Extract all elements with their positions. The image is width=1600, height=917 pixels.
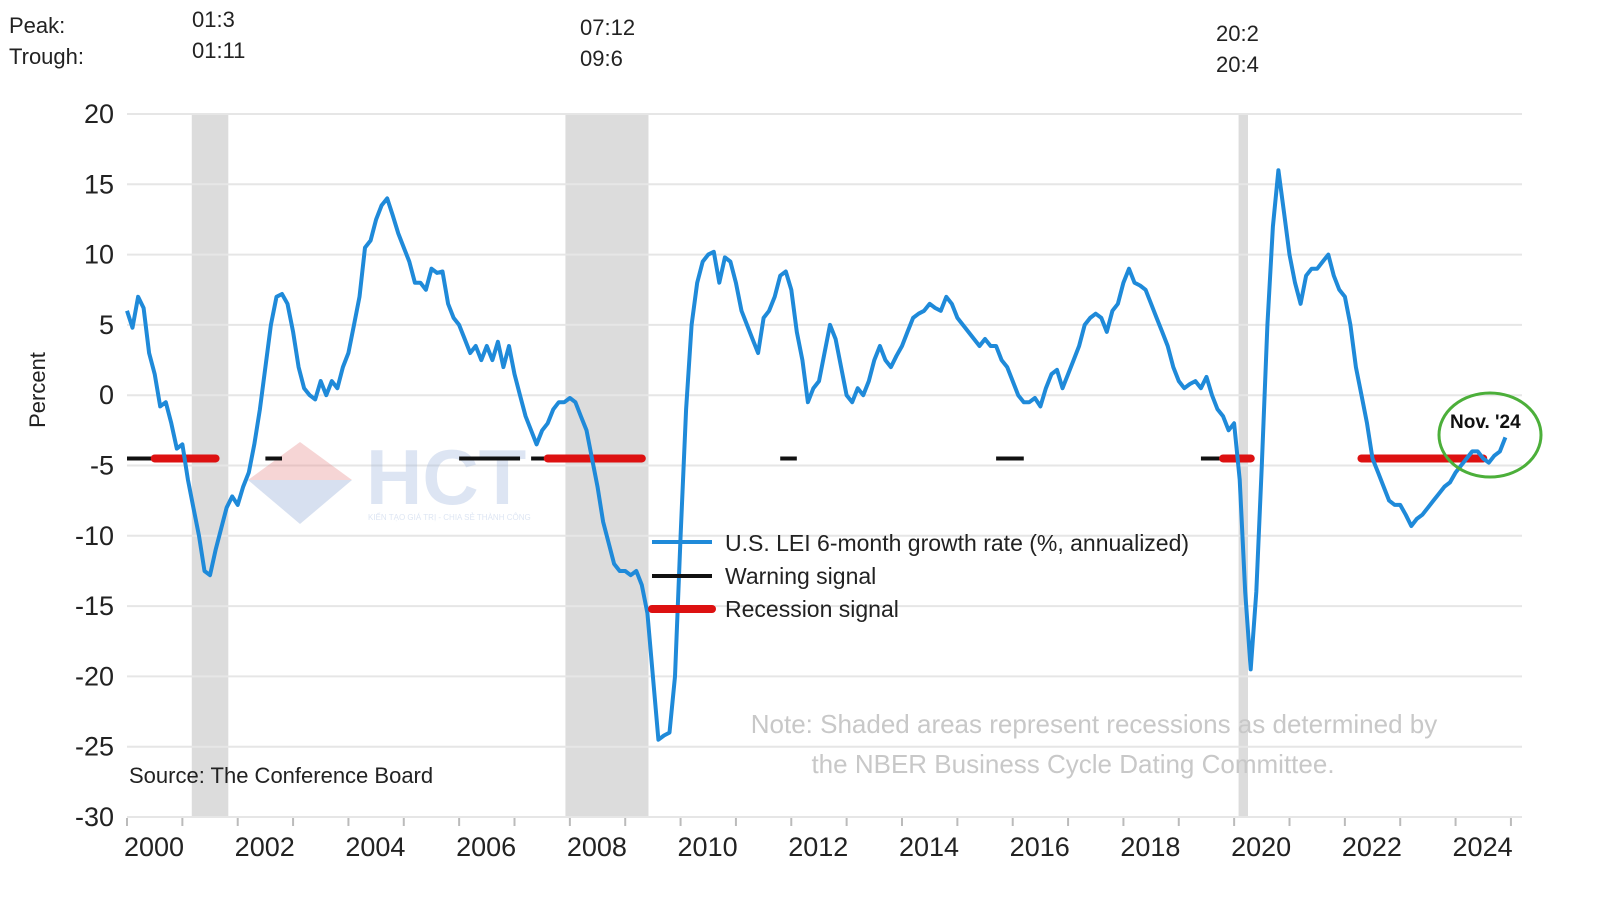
x-tick-label: 2016: [1010, 832, 1070, 862]
x-tick-label: 2012: [788, 832, 848, 862]
x-tick-label: 2024: [1453, 832, 1513, 862]
x-tick-label: 2002: [235, 832, 295, 862]
x-tick-label: 2004: [345, 832, 405, 862]
watermark-text: HCT: [366, 433, 526, 521]
y-tick-label: 10: [84, 240, 114, 270]
legend-label-warning: Warning signal: [725, 563, 876, 589]
y-tick-label: 20: [84, 99, 114, 129]
y-tick-label: -5: [90, 451, 114, 481]
recession-1-trough: 01:11: [192, 38, 246, 63]
y-tick-label: -15: [75, 591, 114, 621]
x-tick-marks: [126, 818, 1512, 826]
y-tick-label: 0: [99, 380, 114, 410]
peak-label: Peak:: [9, 13, 66, 38]
recession-1-peak: 01:3: [192, 7, 235, 32]
x-tick-label: 2006: [456, 832, 516, 862]
y-tick-label: 15: [84, 169, 114, 199]
x-tick-label: 2008: [567, 832, 627, 862]
x-tick-label: 2000: [124, 832, 184, 862]
watermark-logo-top: [248, 442, 352, 480]
latest-value-callout-label: Nov. '24: [1450, 412, 1521, 433]
watermark-logo-bottom: [248, 480, 352, 524]
y-tick-label: 5: [99, 310, 114, 340]
y-tick-label: -25: [75, 732, 114, 762]
recession-3-peak: 20:2: [1216, 21, 1259, 46]
x-tick-label: 2022: [1342, 832, 1402, 862]
x-tick-label: 2014: [899, 832, 959, 862]
trough-label: Trough:: [9, 44, 85, 69]
nber-note-line1: Note: Shaded areas represent recessions …: [751, 709, 1438, 739]
watermark-tagline: KIẾN TẠO GIÁ TRỊ - CHIA SẺ THÀNH CÔNG: [368, 512, 531, 522]
series-lines: [125, 168, 1508, 742]
recession-2-trough: 09:6: [580, 46, 623, 71]
recession-2-peak: 07:12: [580, 15, 636, 40]
watermark: HCT KIẾN TẠO GIÁ TRỊ - CHIA SẺ THÀNH CÔN…: [248, 433, 531, 524]
y-tick-label: -30: [75, 802, 114, 832]
y-tick-label: -20: [75, 661, 114, 691]
legend-label-lei: U.S. LEI 6-month growth rate (%, annuali…: [725, 530, 1189, 556]
y-tick-label: -10: [75, 521, 114, 551]
nber-note-line2: the NBER Business Cycle Dating Committee…: [811, 749, 1334, 779]
latest-value-callout-circle: [1437, 391, 1543, 479]
x-tick-label: 2020: [1231, 832, 1291, 862]
x-tick-label: 2018: [1120, 832, 1180, 862]
x-tick-labels: 2000 2002 2004 2006 2008 2010 2012 2014 2016 2018…: [124, 832, 1513, 862]
recession-3-trough: 20:4: [1216, 52, 1259, 77]
source-note: Source: The Conference Board: [129, 763, 433, 788]
legend-label-recession: Recession signal: [725, 596, 899, 622]
legend: U.S. LEI 6-month growth rate (%, annuali…: [648, 530, 1189, 622]
y-axis-label: Percent: [25, 352, 50, 428]
lei-growth-line: [125, 168, 1508, 742]
y-tick-labels: 20 15 10 5 0 -5 -10 -15 -20 -25 -30: [75, 99, 114, 832]
gridlines: [127, 113, 1522, 818]
x-tick-label: 2010: [678, 832, 738, 862]
